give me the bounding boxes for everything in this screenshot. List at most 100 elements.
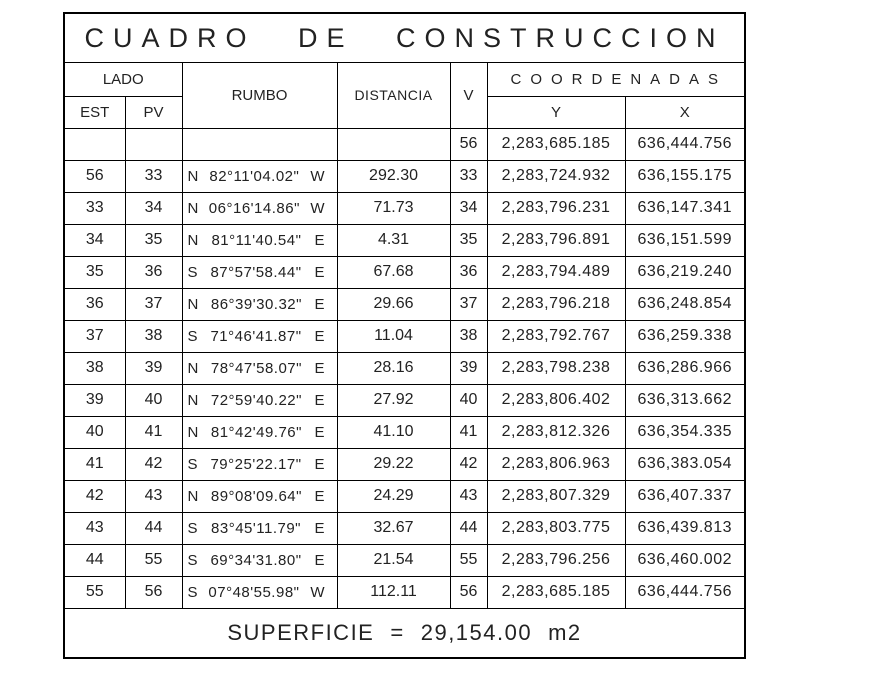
cell-pv: 55: [124, 543, 183, 577]
cell-x: 636,219.240: [624, 255, 745, 289]
cell-rumbo: N 78°47'58.07" E: [181, 351, 338, 385]
cell-x: 636,460.002: [624, 543, 745, 577]
cell-pv: 40: [124, 383, 183, 417]
cell-x: 636,155.175: [624, 159, 745, 193]
cell-v: 38: [449, 319, 488, 353]
table-row: 39 40 N 72°59'40.22" E 27.92 40 2,283,80…: [64, 383, 745, 417]
cell-y: 2,283,806.402: [486, 383, 626, 417]
rumbo-quadrant-ew: E: [314, 487, 325, 505]
rumbo-angle: 81°11'40.54": [211, 231, 302, 249]
table-row: 38 39 N 78°47'58.07" E 28.16 39 2,283,79…: [64, 351, 745, 385]
cell-pv: 37: [124, 287, 183, 321]
cell-x: 636,354.335: [624, 415, 745, 449]
table-row: 56 2,283,685.185 636,444.756: [64, 127, 745, 161]
rumbo-quadrant-ns: N: [187, 167, 199, 185]
table-row: 43 44 S 83°45'11.79" E 32.67 44 2,283,80…: [64, 511, 745, 545]
table-row: 40 41 N 81°42'49.76" E 41.10 41 2,283,81…: [64, 415, 745, 449]
cell-distancia: 27.92: [336, 383, 451, 417]
rumbo-quadrant-ew: E: [314, 519, 325, 537]
cell-est: 42: [64, 479, 126, 513]
cell-rumbo: S 07°48'55.98" W: [181, 575, 338, 609]
cell-distancia: [336, 127, 451, 161]
rumbo-angle: 07°48'55.98": [208, 583, 300, 601]
table-row: 35 36 S 87°57'58.44" E 67.68 36 2,283,79…: [64, 255, 745, 289]
table-row: 34 35 N 81°11'40.54" E 4.31 35 2,283,796…: [64, 223, 745, 257]
cell-distancia: 4.31: [336, 223, 451, 257]
table-header: LADO RUMBO DISTANCIA V COORDENADAS EST P…: [64, 62, 745, 129]
rumbo-text: N 72°59'40.22" E: [183, 391, 336, 409]
cell-pv: 38: [124, 319, 183, 353]
rumbo-quadrant-ns: N: [187, 199, 199, 217]
table-row: 44 55 S 69°34'31.80" E 21.54 55 2,283,79…: [64, 543, 745, 577]
table-title-text: CUADRO DE CONSTRUCCION: [84, 22, 725, 53]
table-row: 55 56 S 07°48'55.98" W 112.11 56 2,283,6…: [64, 575, 745, 609]
cell-pv: 41: [124, 415, 183, 449]
cell-pv: 33: [124, 159, 183, 193]
cell-distancia: 41.10: [336, 415, 451, 449]
cell-distancia: 24.29: [336, 479, 451, 513]
cell-est: 44: [64, 543, 126, 577]
cell-x: 636,439.813: [624, 511, 745, 545]
cell-x: 636,407.337: [624, 479, 745, 513]
table-row: 36 37 N 86°39'30.32" E 29.66 37 2,283,79…: [64, 287, 745, 321]
rumbo-text: N 81°11'40.54" E: [183, 231, 336, 249]
cell-v: 44: [449, 511, 488, 545]
cell-distancia: 32.67: [336, 511, 451, 545]
cell-y: 2,283,812.326: [486, 415, 626, 449]
equals-sign: =: [390, 620, 405, 645]
rumbo-angle: 87°57'58.44": [210, 263, 302, 281]
superficie-label: SUPERFICIE: [227, 620, 375, 645]
cell-distancia: 11.04: [336, 319, 451, 353]
rumbo-angle: 72°59'40.22": [210, 391, 302, 409]
rumbo-quadrant-ns: N: [187, 487, 199, 505]
rumbo-quadrant-ew: W: [310, 167, 325, 185]
cell-pv: 35: [124, 223, 183, 257]
cell-y: 2,283,724.932: [486, 159, 626, 193]
rumbo-quadrant-ns: N: [187, 423, 199, 441]
cell-x: 636,259.338: [624, 319, 745, 353]
rumbo-text: S 07°48'55.98" W: [183, 583, 336, 601]
rumbo-angle: 81°42'49.76": [210, 423, 302, 441]
cell-est: 37: [64, 319, 126, 353]
table-row: 56 33 N 82°11'04.02" W 292.30 33 2,283,7…: [64, 159, 745, 193]
cell-v: 39: [449, 351, 488, 385]
cell-pv: 56: [124, 575, 183, 609]
cell-y: 2,283,796.218: [486, 287, 626, 321]
cell-distancia: 112.11: [336, 575, 451, 609]
superficie-unit: m2: [548, 620, 582, 645]
rumbo-angle: 79°25'22.17": [210, 455, 302, 473]
cell-y: 2,283,796.256: [486, 543, 626, 577]
cell-est: 43: [64, 511, 126, 545]
cell-y: 2,283,794.489: [486, 255, 626, 289]
cell-rumbo: N 82°11'04.02" W: [181, 159, 338, 193]
cell-est: 33: [64, 191, 126, 225]
cell-distancia: 29.66: [336, 287, 451, 321]
cell-rumbo: N 86°39'30.32" E: [181, 287, 338, 321]
table-row: 41 42 S 79°25'22.17" E 29.22 42 2,283,80…: [64, 447, 745, 481]
table-row: 42 43 N 89°08'09.64" E 24.29 43 2,283,80…: [64, 479, 745, 513]
cell-est: 40: [64, 415, 126, 449]
rumbo-quadrant-ew: E: [314, 423, 325, 441]
cell-v: 36: [449, 255, 488, 289]
table-row: 37 38 S 71°46'41.87" E 11.04 38 2,283,79…: [64, 319, 745, 353]
cell-pv: 39: [124, 351, 183, 385]
header-coordenadas: COORDENADAS: [486, 62, 745, 97]
cell-y: 2,283,792.767: [486, 319, 626, 353]
cell-x: 636,313.662: [624, 383, 745, 417]
cell-distancia: 292.30: [336, 159, 451, 193]
cell-est: 39: [64, 383, 126, 417]
cell-v: 43: [449, 479, 488, 513]
cell-v: 33: [449, 159, 488, 193]
rumbo-angle: 89°08'09.64": [210, 487, 302, 505]
superficie-row: SUPERFICIE = 29,154.00 m2: [65, 608, 744, 657]
cell-distancia: 71.73: [336, 191, 451, 225]
cell-est: [64, 127, 126, 161]
rumbo-text: N 86°39'30.32" E: [183, 296, 336, 313]
rumbo-text: N 82°11'04.02" W: [183, 167, 336, 185]
cell-y: 2,283,806.963: [486, 447, 626, 481]
cell-rumbo: S 69°34'31.80" E: [181, 543, 338, 577]
cell-x: 636,286.966: [624, 351, 745, 385]
cell-est: 38: [64, 351, 126, 385]
cell-v: 34: [449, 191, 488, 225]
rumbo-quadrant-ns: S: [187, 455, 198, 473]
